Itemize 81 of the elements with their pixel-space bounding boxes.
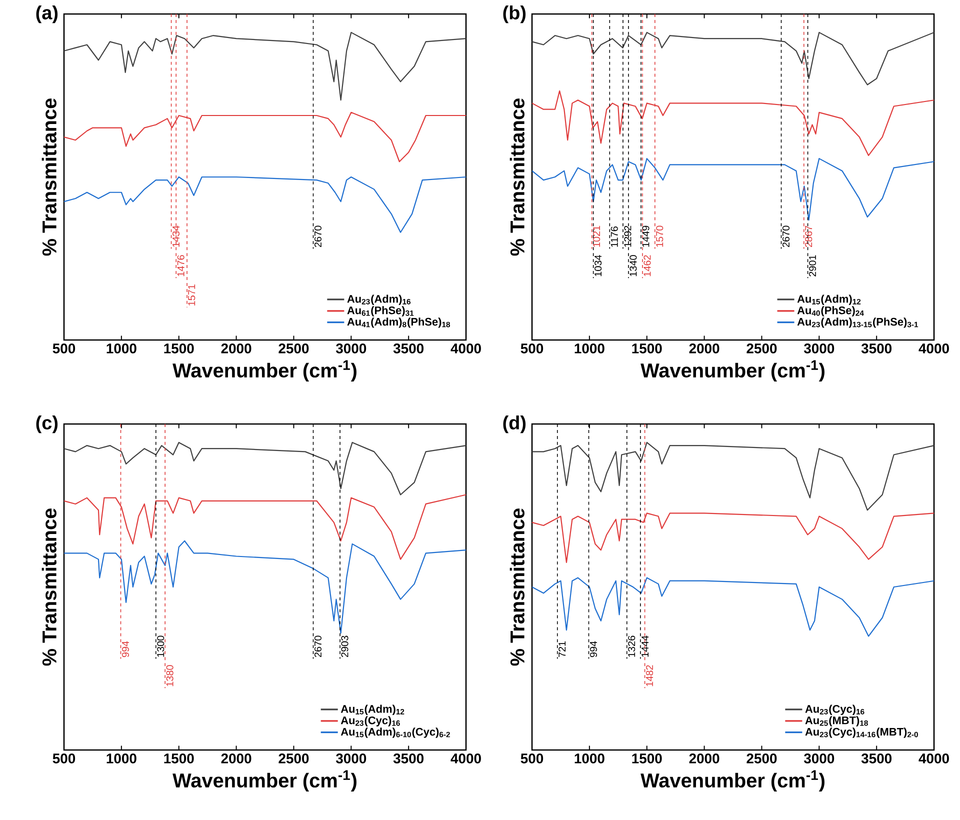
ref-line-label: 1176 bbox=[610, 226, 618, 247]
legend-label: Au$_{25}$(MBT)$_{18}$ bbox=[805, 716, 868, 726]
ref-line-label: 1300 bbox=[157, 636, 164, 657]
legend-label: Au$_{15}$(Adm)$_{12}$ bbox=[797, 294, 861, 305]
ref-line-label: 1292 bbox=[624, 226, 632, 247]
x-tick-label: 3500 bbox=[393, 754, 424, 764]
x-tick-label: 3500 bbox=[861, 754, 892, 764]
ref-line-label: 721 bbox=[558, 641, 566, 658]
x-tick-label: 1500 bbox=[164, 344, 194, 354]
x-tick-label: 2000 bbox=[221, 754, 252, 764]
legend-label: Au$_{15}$(Adm)$_{6-10}$(Cyc)$_{6-2}$ bbox=[340, 728, 450, 738]
x-tick-label: 500 bbox=[520, 344, 544, 354]
y-axis-title: % Transmittance bbox=[510, 508, 524, 666]
x-axis-title: Wavenumber (cm$^{-1}$) bbox=[640, 770, 824, 792]
ref-line-label: 1034 bbox=[594, 255, 602, 276]
x-tick-label: 3000 bbox=[804, 754, 834, 764]
x-tick-label: 1500 bbox=[164, 754, 194, 764]
legend-label: Au$_{23}$(Cyc)$_{14-16}$(MBT)$_{2-0}$ bbox=[805, 728, 918, 738]
legend-label: Au$_{23}$(Cyc)$_{16}$ bbox=[340, 716, 400, 726]
x-axis-title: Wavenumber (cm$^{-1}$) bbox=[640, 360, 824, 382]
ref-line-label: 1326 bbox=[628, 636, 636, 657]
ref-line-label: 2670 bbox=[782, 226, 790, 248]
x-axis-title: Wavenumber (cm$^{-1}$) bbox=[172, 360, 356, 382]
ref-line-label: 2867 bbox=[805, 226, 812, 248]
x-tick-label: 4000 bbox=[918, 344, 949, 354]
ref-line-label: 2903 bbox=[341, 636, 348, 658]
legend-label: Au$_{23}$(Adm)$_{13-15}$(PhSe)$_{3-1}$ bbox=[797, 318, 918, 328]
x-tick-label: 3000 bbox=[336, 754, 366, 764]
legend-label: Au$_{23}$(Cyc)$_{16}$ bbox=[805, 704, 864, 715]
legend-label: Au$_{61}$(PhSe)$_{31}$ bbox=[347, 306, 414, 316]
x-tick-label: 3500 bbox=[393, 344, 424, 354]
legend-label: Au$_{41}$(Adm)$_{8}$(PhSe)$_{18}$ bbox=[347, 318, 450, 328]
ref-line-label: 1434 bbox=[172, 226, 180, 247]
x-tick-label: 4000 bbox=[918, 754, 949, 764]
chart-title: (a) bbox=[36, 6, 58, 24]
x-tick-label: 1000 bbox=[574, 344, 604, 354]
ref-line-label: 2670 bbox=[314, 226, 322, 248]
x-tick-label: 3000 bbox=[336, 344, 366, 354]
ref-line-label: 1571 bbox=[188, 284, 196, 306]
x-tick-label: 1000 bbox=[574, 754, 604, 764]
ref-line-label: 2901 bbox=[808, 255, 816, 276]
x-tick-label: 2000 bbox=[689, 344, 720, 354]
x-tick-label: 3500 bbox=[861, 344, 892, 354]
y-axis-title: % Transmittance bbox=[510, 98, 524, 256]
x-axis-title: Wavenumber (cm$^{-1}$) bbox=[172, 770, 356, 792]
ref-line-label: 1449 bbox=[642, 226, 650, 247]
x-tick-label: 3000 bbox=[804, 344, 834, 354]
x-tick-label: 500 bbox=[52, 344, 76, 354]
chart-title: (d) bbox=[503, 416, 526, 434]
ref-line-label: 994 bbox=[122, 641, 129, 658]
x-tick-label: 1000 bbox=[106, 754, 136, 764]
ref-line-label: 994 bbox=[590, 641, 597, 658]
x-tick-label: 1500 bbox=[632, 754, 662, 764]
legend-label: Au$_{40}$(PhSe)$_{24}$ bbox=[797, 306, 864, 316]
x-tick-label: 1500 bbox=[632, 344, 662, 354]
ref-line-label: 1570 bbox=[656, 226, 664, 247]
ref-line-label: 1444 bbox=[642, 636, 648, 657]
ref-line-label: 1380 bbox=[166, 665, 174, 686]
x-tick-label: 1000 bbox=[106, 344, 136, 354]
x-tick-label: 2500 bbox=[278, 344, 309, 354]
x-tick-label: 2000 bbox=[221, 344, 252, 354]
ref-line-label: 1482 bbox=[646, 665, 654, 686]
chart-title: (c) bbox=[36, 416, 58, 434]
x-tick-label: 2500 bbox=[278, 754, 309, 764]
x-tick-label: 500 bbox=[520, 754, 544, 764]
x-tick-label: 4000 bbox=[450, 344, 481, 354]
x-tick-label: 500 bbox=[52, 754, 76, 764]
ref-line-label: 1476 bbox=[177, 255, 184, 276]
x-tick-label: 2000 bbox=[689, 754, 720, 764]
ref-line-label: 1021 bbox=[593, 226, 600, 247]
x-tick-label: 2500 bbox=[746, 344, 777, 354]
legend-label: Au$_{15}$(Adm)$_{12}$ bbox=[340, 704, 404, 715]
ref-line-label: 2670 bbox=[314, 636, 322, 658]
y-axis-title: % Transmittance bbox=[42, 508, 56, 666]
ref-line-label: 1462 bbox=[644, 255, 651, 276]
x-tick-label: 4000 bbox=[450, 754, 481, 764]
ref-line-label: 1340 bbox=[630, 255, 637, 276]
x-tick-label: 2500 bbox=[746, 754, 777, 764]
legend-label: Au$_{23}$(Adm)$_{16}$ bbox=[347, 294, 411, 305]
y-axis-title: % Transmittance bbox=[42, 98, 56, 256]
chart-title: (b) bbox=[503, 6, 526, 24]
